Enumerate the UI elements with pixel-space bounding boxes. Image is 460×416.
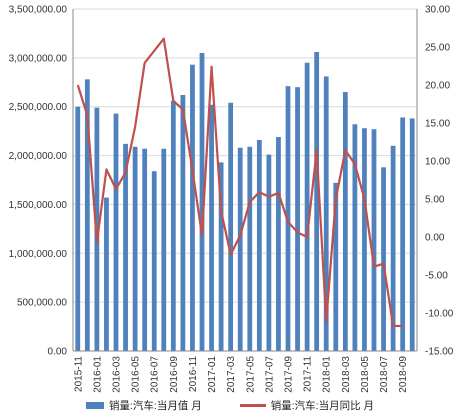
bar <box>209 104 214 351</box>
y-left-tick-label: 1,000,000.00 <box>9 249 68 260</box>
x-tick-label: 2016-07 <box>150 356 161 393</box>
x-tick-label: 2018-07 <box>379 356 390 393</box>
y-right-tick-label: 0.00 <box>425 233 445 244</box>
bar <box>180 94 186 351</box>
chart-canvas: 0.00 500,000.00 1,000,000.00 1,500,000.00 2,… <box>9 5 454 393</box>
y-right-tick-label: 30.00 <box>425 5 450 16</box>
x-tick-label: 2015-11 <box>73 356 84 392</box>
legend-swatch-line <box>239 403 266 407</box>
bar <box>276 137 281 351</box>
bar <box>333 182 339 351</box>
legend-item-yoy[interactable]: 销量:汽车:当月同比 月 <box>239 398 375 413</box>
left-axis-tick-labels: 0.00 500,000.00 1,000,000.00 1,500,000.00 2,… <box>9 5 68 358</box>
bar <box>352 124 358 351</box>
bar <box>142 148 148 351</box>
bar <box>314 51 320 351</box>
bar <box>132 146 138 351</box>
chart-legend: 销量:汽车:当月值 月 销量:汽车:当月同比 月 <box>0 395 460 415</box>
y-left-tick-label: 3,500,000.00 <box>9 5 68 16</box>
x-tick-label: 2017-07 <box>264 356 275 393</box>
bar <box>304 62 310 351</box>
bar <box>237 147 243 351</box>
axes <box>72 9 418 352</box>
bar <box>400 117 406 351</box>
x-tick-label: 2016-01 <box>92 356 103 393</box>
line-series <box>76 37 403 328</box>
y-left-tick-label: 2,500,000.00 <box>9 102 68 113</box>
legend-label-monthly-value: 销量:汽车:当月值 月 <box>108 399 202 412</box>
bar <box>266 154 272 351</box>
legend-label-yoy: 销量:汽车:当月同比 月 <box>270 399 375 412</box>
y-right-tick-label: 10.00 <box>425 157 450 168</box>
x-tick-label: 2017-01 <box>207 356 218 393</box>
y-left-tick-label: 2,000,000.00 <box>9 151 68 162</box>
bar <box>228 102 234 351</box>
bar <box>170 100 176 351</box>
y-right-tick-label: 5.00 <box>425 195 445 206</box>
bar <box>295 87 300 352</box>
y-right-tick-label: -10.00 <box>425 309 454 320</box>
bar <box>390 145 396 351</box>
x-tick-label: 2016-11 <box>188 356 199 392</box>
y-right-tick-label: -15.00 <box>425 347 454 358</box>
y-right-tick-label: -5.00 <box>425 271 448 282</box>
bar <box>381 167 386 351</box>
bar <box>123 143 128 351</box>
y-left-tick-label: 1,500,000.00 <box>9 200 68 211</box>
x-tick-label: 2018-05 <box>360 356 371 393</box>
right-axis-tick-labels: -15.00 -10.00 -5.00 0.00 5.00 10.00 15.00 20.00… <box>425 5 454 358</box>
y-left-tick-label: 500,000.00 <box>17 298 67 309</box>
bar <box>151 171 157 351</box>
x-tick-label: 2016-05 <box>131 356 142 393</box>
bar <box>104 197 109 351</box>
y-right-tick-label: 15.00 <box>425 119 450 130</box>
y-left-tick-label: 3,000,000.00 <box>9 53 68 64</box>
bar <box>161 148 167 351</box>
bar-series <box>75 51 415 352</box>
bar <box>84 79 90 352</box>
bar <box>113 113 119 351</box>
legend-item-monthly-value[interactable]: 销量:汽车:当月值 月 <box>85 398 202 413</box>
x-tick-label: 2017-09 <box>284 356 295 393</box>
bar <box>409 118 415 351</box>
x-tick-label: 2016-03 <box>112 356 123 393</box>
x-tick-label: 2018-01 <box>322 356 333 393</box>
yoy-line <box>76 37 403 328</box>
bar <box>371 129 377 351</box>
bar <box>256 139 262 351</box>
x-tick-label: 2017-11 <box>303 356 314 392</box>
x-tick-label: 2018-09 <box>398 356 409 393</box>
bar <box>362 128 367 351</box>
bar <box>75 106 81 351</box>
x-tick-label: 2017-05 <box>245 356 256 393</box>
grid-layer <box>73 8 417 352</box>
bar <box>218 162 224 351</box>
bar <box>342 92 348 352</box>
x-tick-label: 2018-03 <box>341 356 352 393</box>
y-right-tick-label: 25.00 <box>425 43 450 54</box>
bar <box>247 146 253 351</box>
bar <box>190 64 195 351</box>
x-tick-label: 2017-03 <box>226 356 237 393</box>
bar <box>323 76 329 352</box>
y-right-tick-label: 20.00 <box>425 81 450 92</box>
bar <box>199 52 205 351</box>
x-axis-tick-labels: 2015-11 2016-01 2016-03 2016-05 2016-07 2016-… <box>73 356 409 393</box>
y-left-tick-label: 0.00 <box>48 347 68 358</box>
x-tick-label: 2016-09 <box>169 356 180 393</box>
legend-swatch-bar <box>85 401 104 409</box>
